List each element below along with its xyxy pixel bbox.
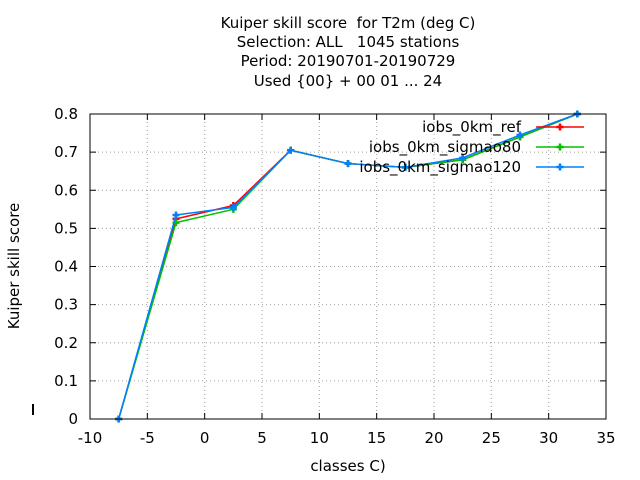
chart-title-line-3: Period: 20190701-20190729 [240, 52, 456, 70]
legend-swatch-marker [556, 163, 564, 171]
x-tick-label: -5 [140, 429, 155, 447]
y-tick-label: 0.2 [54, 334, 78, 352]
x-tick-label: 0 [200, 429, 210, 447]
y-tick-label: 0.3 [54, 296, 78, 314]
chart-title-line-4: Used {00} + 00 01 ... 24 [253, 72, 443, 90]
chart-title-line-1: Kuiper skill score for T2m (deg C) [220, 14, 476, 32]
plot-frame [89, 113, 607, 420]
data-point-iobs_0km_sigmao120 [459, 154, 467, 162]
y-tick-label: 0.6 [54, 181, 78, 199]
x-tick-label: 15 [367, 429, 386, 447]
y-tick-label: 0.4 [54, 258, 78, 276]
chart-title-line-2: Selection: ALL 1045 stations [236, 33, 460, 51]
x-tick-label: 20 [424, 429, 443, 447]
x-tick-label: 10 [310, 429, 329, 447]
axis-ticks: -10 -5 0 5 10 15 20 25 30 35 0 0.1 0.2 0.3 0.4 0.5 0.6 0.… [54, 105, 615, 447]
x-tick-label: 25 [482, 429, 501, 447]
legend-label: iobs_0km_sigmao80 [369, 138, 521, 157]
y-tick-label: 0.1 [54, 372, 78, 390]
y-tick-label: 0 [68, 410, 78, 428]
y-tick-label: 0.8 [54, 105, 78, 123]
data-point-iobs_0km_sigmao120 [229, 203, 237, 211]
legend-swatch-marker [556, 143, 564, 151]
grid [90, 114, 606, 419]
data-point-iobs_0km_sigmao120 [401, 163, 409, 171]
x-tick-label: 5 [257, 429, 267, 447]
y-tick-label: 0.7 [54, 143, 78, 161]
x-axis-label: classes C) [310, 457, 385, 475]
legend: iobs_0km_refiobs_0km_sigmao80iobs_0km_si… [359, 118, 584, 177]
data-point-iobs_0km_sigmao120 [287, 146, 295, 154]
y-tick-label: 0.5 [54, 219, 78, 237]
legend-label: iobs_0km_sigmao120 [359, 158, 521, 177]
legend-swatch-marker [556, 123, 564, 131]
y-axis-label: Kuiper skill score [5, 203, 23, 330]
series-layer [115, 110, 581, 423]
x-tick-label: 35 [596, 429, 615, 447]
x-tick-label: 30 [539, 429, 558, 447]
x-tick-label: -10 [78, 429, 103, 447]
data-point-iobs_0km_sigmao120 [516, 131, 524, 139]
data-point-iobs_0km_sigmao120 [172, 211, 180, 219]
data-point-iobs_0km_sigmao120 [344, 160, 352, 168]
legend-label: iobs_0km_ref [422, 118, 522, 137]
